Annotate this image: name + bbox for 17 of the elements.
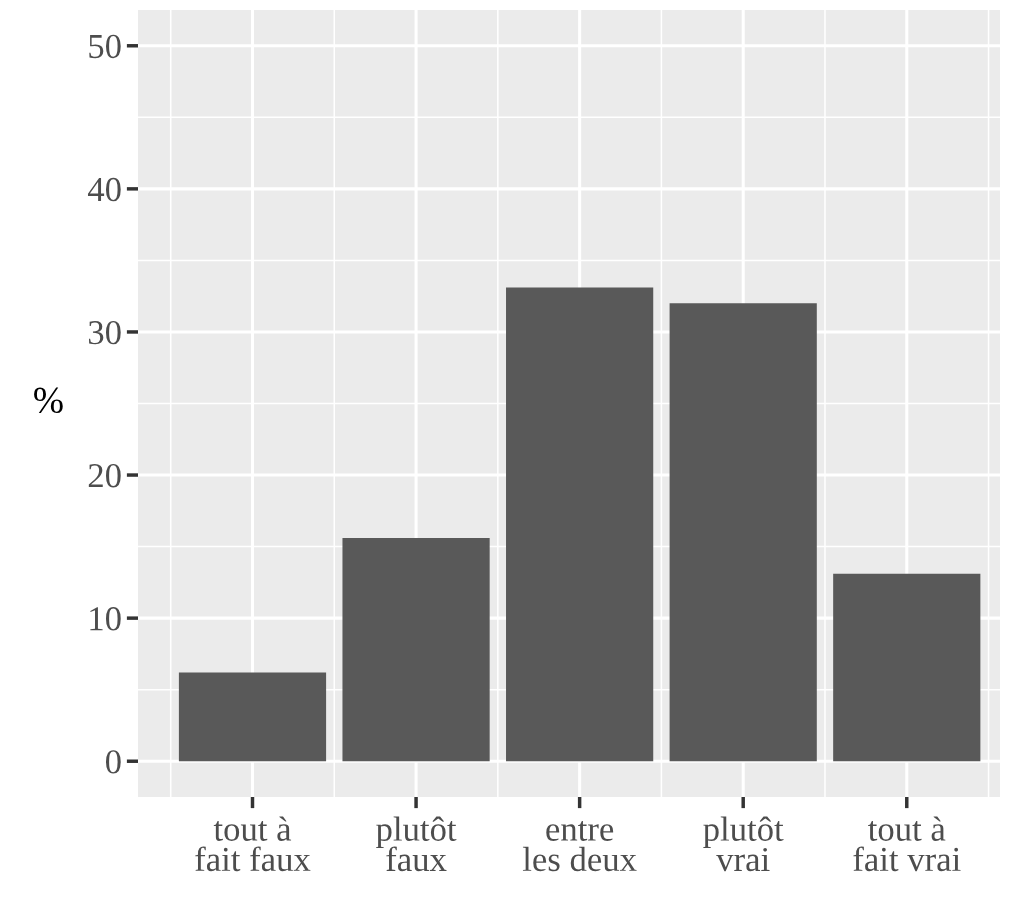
bar: [178, 672, 327, 762]
y-tick-label: 0: [105, 750, 121, 774]
bar: [669, 303, 817, 762]
y-tick-label: 10: [90, 607, 121, 631]
x-tick-label: tout à fait faux: [195, 816, 311, 872]
y-tick-label: 30: [88, 320, 121, 345]
y-tick-label: 50: [89, 34, 121, 59]
y-axis-title: %: [34, 387, 63, 414]
y-tick-label: 40: [87, 177, 121, 202]
bar: [833, 573, 981, 762]
x-tick-label: plutôt faux: [376, 816, 457, 872]
x-tick-label: tout à fait vrai: [853, 816, 961, 872]
x-tick-label: plutôt vrai: [703, 816, 784, 872]
bar: [342, 538, 490, 762]
bar: [506, 287, 654, 762]
x-tick-label: entre les deux: [522, 820, 637, 872]
y-tick-label: 20: [88, 464, 121, 488]
